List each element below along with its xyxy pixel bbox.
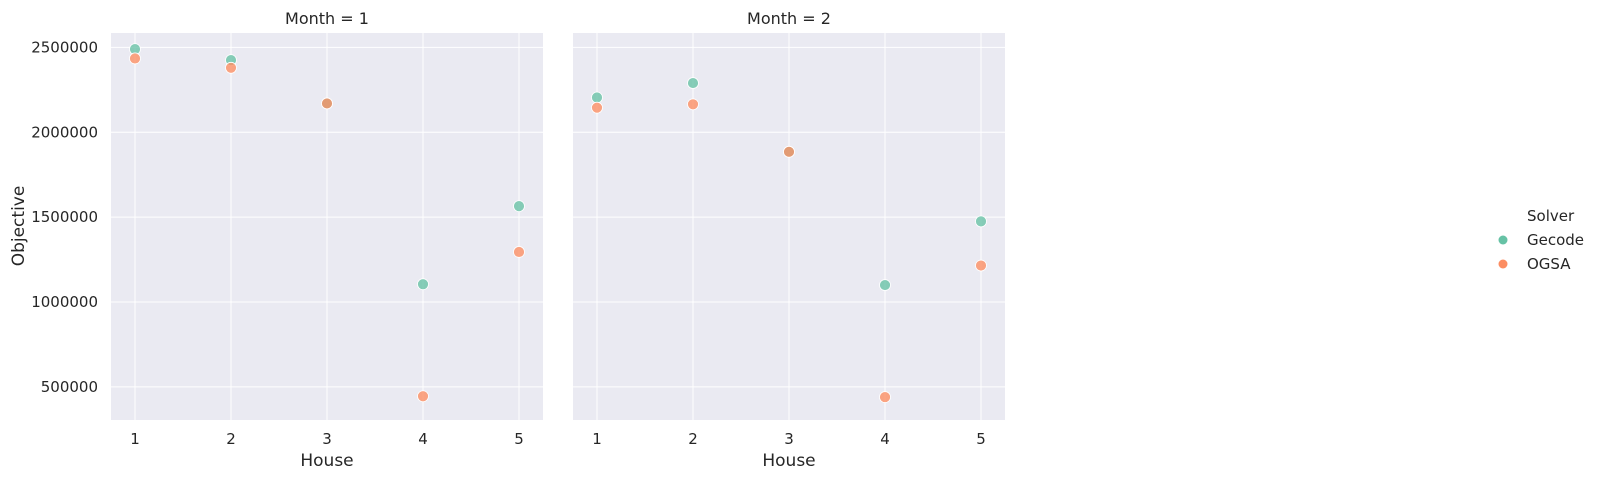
facet-2-points [591, 77, 987, 403]
facet-1-y-tick-labels: 500000 1000000 1500000 2000000 2500000 [31, 38, 98, 395]
facet-1-x-tick-labels: 1 2 3 4 5 [130, 430, 524, 448]
facet-2-point-gecode-house-5 [975, 215, 987, 228]
facet-1-point-ogsa-house-2 [225, 61, 237, 74]
facet-2-x-tick-label-3: 3 [784, 430, 794, 448]
facet-2-x-tick-label-5: 5 [976, 430, 986, 448]
facet-2-x-tick-label-4: 4 [880, 430, 890, 448]
y-axis-label: Objective [9, 186, 29, 267]
legend-label-ogsa: OGSA [1527, 255, 1571, 273]
facet-2-title: Month = 2 [747, 9, 831, 28]
y-tick-label-2000000: 2000000 [31, 123, 98, 141]
facet-2-x-axis-label: House [762, 451, 815, 471]
facet-1-title: Month = 1 [285, 9, 369, 28]
facet-1-point-gecode-house-5 [513, 200, 525, 213]
legend: Solver Gecode OGSA [1498, 207, 1584, 273]
y-tick-label-500000: 500000 [41, 378, 98, 396]
facet-2-x-tick-label-1: 1 [592, 430, 602, 448]
y-tick-label-1500000: 1500000 [31, 208, 98, 226]
facet-1-x-axis-label: House [300, 451, 353, 471]
facet-1-points [129, 43, 525, 403]
y-tick-label-2500000: 2500000 [31, 38, 98, 56]
facet-1-x-tick-label-2: 2 [226, 430, 236, 448]
legend-title: Solver [1527, 207, 1575, 225]
facet-2: Month = 2 1 2 3 4 5 House [573, 9, 1005, 471]
facet-1-point-ogsa-house-1 [129, 52, 141, 65]
facet-2-point-ogsa-house-4 [879, 391, 891, 403]
facet-2-point-ogsa-house-5 [975, 259, 987, 272]
legend-entry-gecode: Gecode [1498, 231, 1584, 249]
legend-label-gecode: Gecode [1527, 231, 1584, 249]
facet-1-point-gecode-house-4 [417, 278, 429, 291]
facet-2-point-gecode-house-4 [879, 279, 891, 291]
facet-1-grid [111, 33, 543, 420]
facet-2-point-ogsa-house-3 [783, 145, 795, 158]
facet-2-point-ogsa-house-2 [687, 98, 699, 111]
facet-1: Month = 1 500000100000015000002000000250… [31, 9, 543, 471]
legend-marker-gecode [1498, 235, 1508, 245]
facet-1-point-ogsa-house-4 [417, 390, 429, 403]
facet-1-x-tick-label-4: 4 [418, 430, 428, 448]
facet-2-point-gecode-house-2 [687, 77, 699, 89]
facet-2-x-tick-label-2: 2 [688, 430, 698, 448]
facet-1-point-ogsa-house-3 [321, 97, 333, 110]
facet-2-point-ogsa-house-1 [591, 101, 603, 114]
legend-marker-ogsa [1498, 259, 1508, 269]
facet-1-x-tick-label-5: 5 [514, 430, 524, 448]
facet-2-point-gecode-house-1 [591, 91, 603, 104]
y-tick-label-1000000: 1000000 [31, 293, 98, 311]
facet-1-x-tick-label-3: 3 [322, 430, 332, 448]
facet-2-x-tick-labels: 1 2 3 4 5 [592, 430, 986, 448]
facet-1-point-ogsa-house-5 [513, 246, 525, 258]
facet-1-x-tick-label-1: 1 [130, 430, 140, 448]
legend-entry-ogsa: OGSA [1498, 255, 1571, 273]
